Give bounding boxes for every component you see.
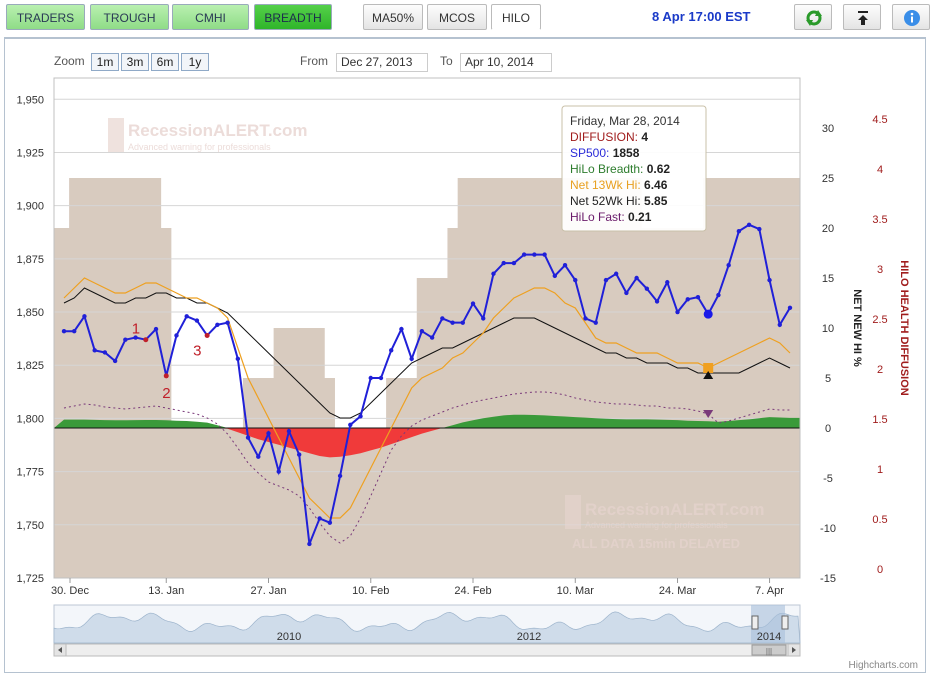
tab-hilo[interactable]: HILO	[491, 4, 541, 30]
datetime-label: 8 Apr 17:00 EST	[652, 9, 751, 24]
top-toolbar: TRADERS TROUGH CMHI BREADTH MA50% MCOS H…	[0, 0, 930, 36]
zoom-3m-button[interactable]: 3m	[121, 53, 149, 71]
tab-traders[interactable]: TRADERS	[6, 4, 85, 30]
tab-ma50[interactable]: MA50%	[363, 4, 423, 30]
to-label: To	[440, 54, 453, 68]
zoom-1y-button[interactable]: 1y	[181, 53, 209, 71]
zoom-6m-button[interactable]: 6m	[151, 53, 179, 71]
refresh-icon	[806, 10, 822, 26]
info-icon	[904, 10, 920, 26]
refresh-button[interactable]	[794, 4, 832, 30]
zoom-1m-button[interactable]: 1m	[91, 53, 119, 71]
info-button[interactable]	[892, 4, 930, 30]
chart-frame	[4, 37, 926, 673]
tab-cmhi[interactable]: CMHI	[172, 4, 249, 30]
download-icon	[858, 11, 868, 25]
to-date-input[interactable]: Apr 10, 2014	[460, 53, 552, 72]
zoom-label: Zoom	[54, 54, 85, 68]
from-label: From	[300, 54, 328, 68]
tab-breadth[interactable]: BREADTH	[254, 4, 332, 30]
tab-trough[interactable]: TROUGH	[90, 4, 169, 30]
download-button[interactable]	[843, 4, 881, 30]
tab-mcos[interactable]: MCOS	[427, 4, 487, 30]
from-date-input[interactable]: Dec 27, 2013	[336, 53, 428, 72]
